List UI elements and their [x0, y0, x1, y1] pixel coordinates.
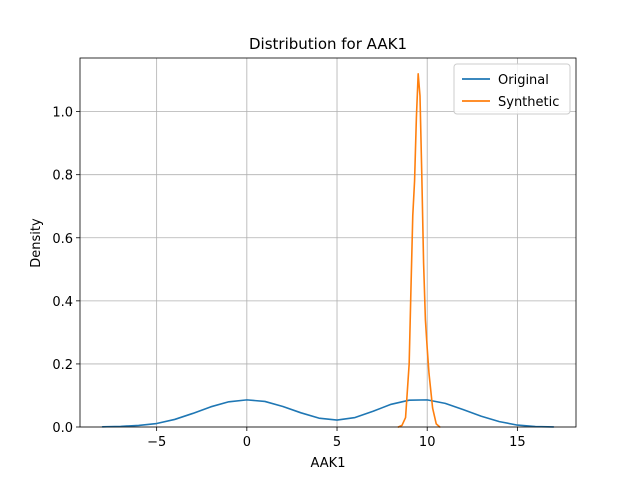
- y-tick-label: 1.0: [52, 106, 73, 121]
- x-tick-label: 15: [509, 435, 526, 450]
- x-tick-label: 0: [243, 435, 251, 450]
- legend-entry-label: Original: [498, 73, 549, 88]
- x-axis-label: AAK1: [311, 456, 346, 471]
- legend: Original Synthetic: [453, 63, 571, 115]
- y-tick-label: 0.2: [52, 358, 73, 373]
- y-tick-label: 0.6: [52, 232, 73, 247]
- series-line-synthetic: [397, 72, 441, 428]
- y-tick-label: 0.0: [52, 421, 73, 436]
- legend-entry-label: Synthetic: [498, 95, 559, 110]
- y-tick-label: 0.4: [52, 295, 73, 310]
- chart-title: Distribution for AAK1: [249, 35, 407, 53]
- x-tick-label: 5: [333, 435, 341, 450]
- axis-ticks: −5 0 5 10 15 0.0 0.2 0.4 0.6 0.8 1.0: [52, 106, 525, 450]
- x-tick-label: −5: [147, 435, 166, 450]
- series-lines: [101, 72, 555, 428]
- y-tick-label: 0.8: [52, 169, 73, 184]
- series-line-original: [101, 399, 555, 428]
- x-tick-label: 10: [419, 435, 436, 450]
- plot-frame: [79, 57, 577, 428]
- y-axis-label: Density: [29, 218, 44, 268]
